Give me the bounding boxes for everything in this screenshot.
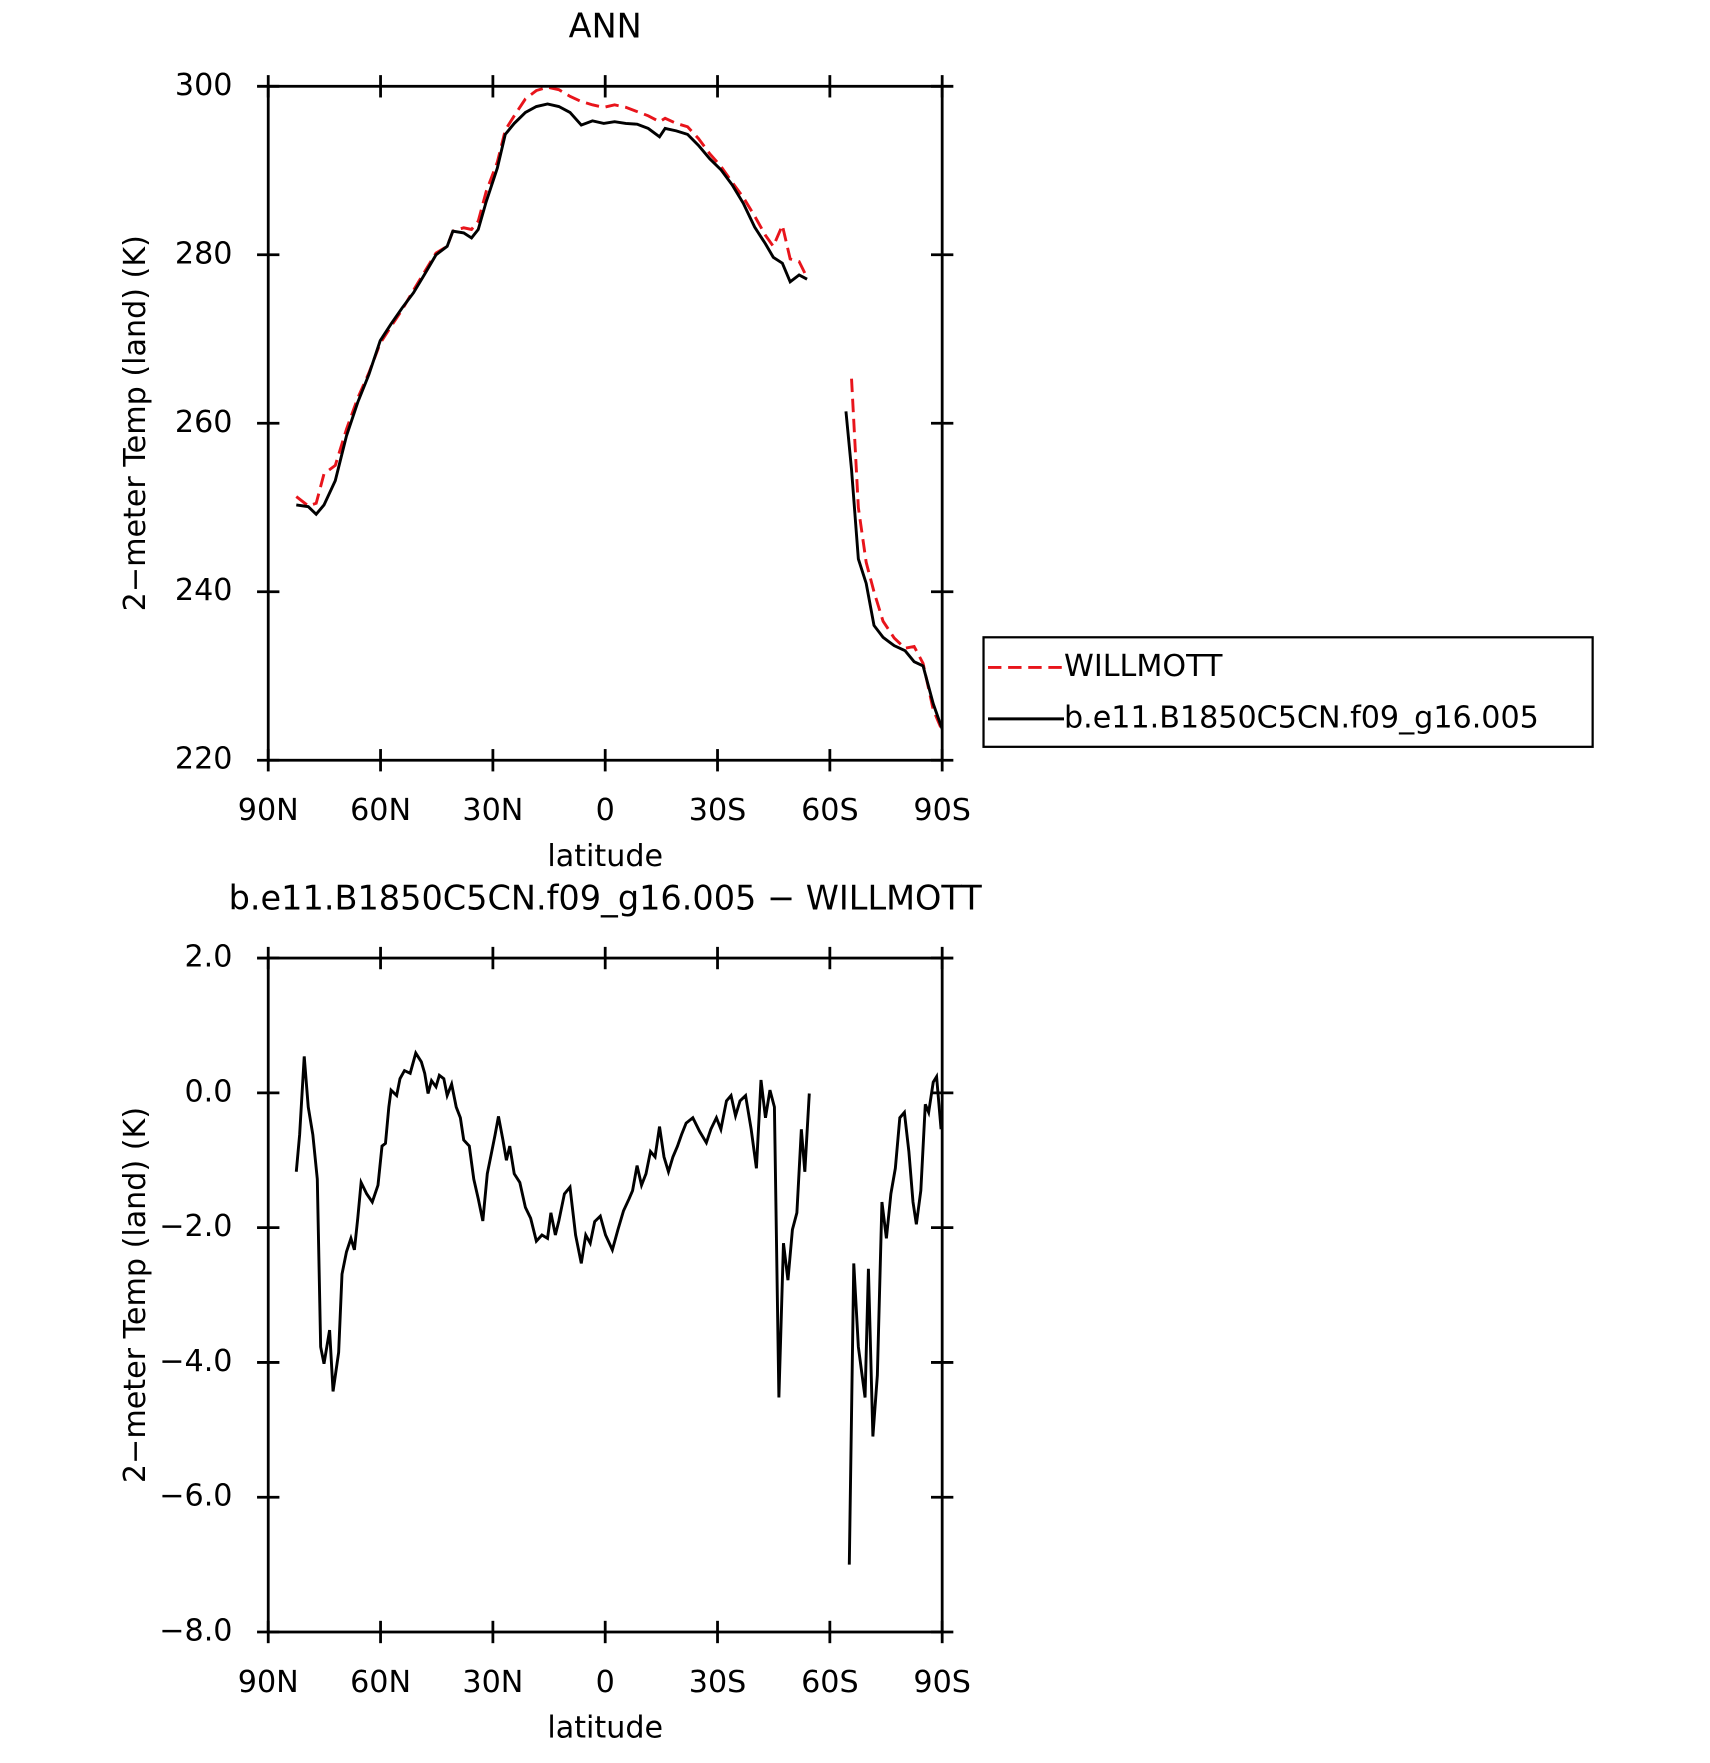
y-axis-label: 2−meter Temp (land) (K)	[118, 235, 153, 611]
data-line	[294, 1049, 943, 1565]
y-tick-label: 220	[175, 742, 233, 777]
chart-title: b.e11.B1850C5CN.f09_g16.005 − WILLMOTT	[229, 878, 983, 917]
y-tick-label: −2.0	[159, 1209, 232, 1244]
x-axis-label: latitude	[547, 1711, 663, 1746]
x-tick-label: 90N	[238, 1665, 299, 1700]
y-tick-label: 2.0	[185, 940, 233, 975]
legend-label: b.e11.B1850C5CN.f09_g16.005	[1064, 700, 1539, 735]
x-tick-label: 30N	[462, 793, 523, 828]
x-tick-label: 30S	[689, 793, 747, 828]
plot-frame	[266, 956, 944, 1634]
y-tick-label: −8.0	[159, 1613, 232, 1648]
legend-label: WILLMOTT	[1064, 649, 1223, 684]
y-tick-label: 280	[175, 236, 233, 271]
y-tick-label: 240	[175, 573, 233, 608]
y-tick-label: −6.0	[159, 1479, 232, 1514]
data-line	[296, 102, 944, 730]
x-tick-label: 90N	[238, 793, 299, 828]
y-axis-label: 2−meter Temp (land) (K)	[118, 1107, 153, 1483]
x-tick-label: 0	[596, 793, 615, 828]
y-tick-label: 0.0	[185, 1074, 233, 1109]
x-tick-label: 30S	[689, 1665, 747, 1700]
x-tick-label: 60N	[350, 1665, 411, 1700]
y-tick-label: 260	[175, 405, 233, 440]
x-tick-label: 90S	[913, 1665, 971, 1700]
x-axis-label: latitude	[547, 839, 663, 874]
x-tick-label: 60S	[801, 1665, 859, 1700]
x-tick-label: 60N	[350, 793, 411, 828]
legend-box	[982, 636, 1594, 748]
x-tick-label: 30N	[462, 1665, 523, 1700]
chart-title: ANN	[569, 7, 642, 46]
y-tick-label: −4.0	[159, 1344, 232, 1379]
plot-frame	[266, 84, 944, 762]
y-tick-label: 300	[175, 68, 233, 103]
data-line	[295, 85, 944, 732]
x-tick-label: 90S	[913, 793, 971, 828]
x-tick-label: 60S	[801, 793, 859, 828]
x-tick-label: 0	[596, 1665, 615, 1700]
